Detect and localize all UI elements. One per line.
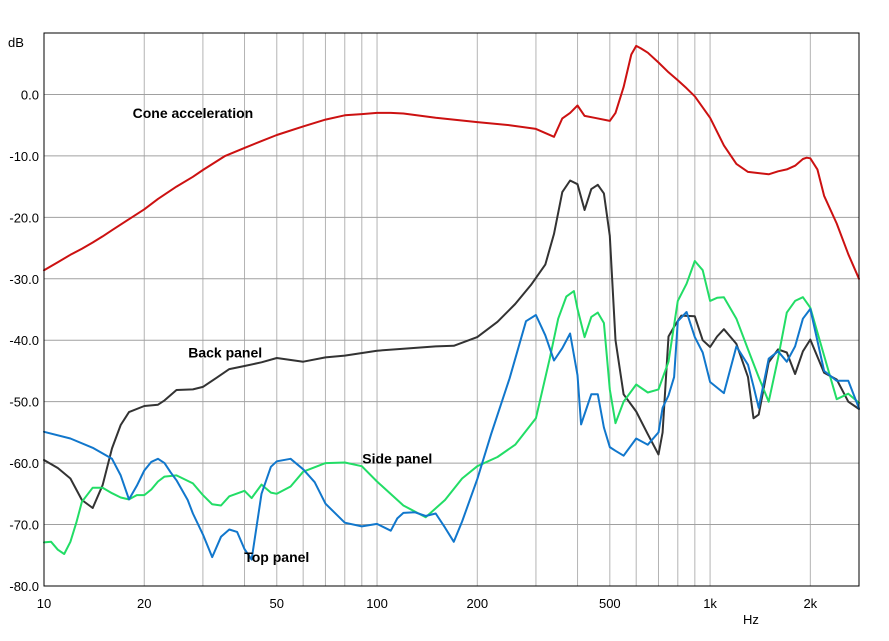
x-tick-label: 10 bbox=[37, 596, 51, 611]
x-tick-label: 1k bbox=[703, 596, 717, 611]
series-line-1 bbox=[43, 44, 860, 280]
series-line-2 bbox=[43, 179, 860, 509]
plot-frame bbox=[43, 32, 860, 587]
y-tick-label: -30.0 bbox=[9, 272, 39, 287]
x-tick-label: 20 bbox=[137, 596, 151, 611]
y-tick-label: -50.0 bbox=[9, 395, 39, 410]
series-layer bbox=[43, 44, 860, 561]
y-tick-label: 0.0 bbox=[21, 87, 39, 102]
y-tick-label: -60.0 bbox=[9, 456, 39, 471]
series-annotation: Side panel bbox=[362, 451, 432, 467]
y-tick-label: -80.0 bbox=[9, 579, 39, 594]
x-tick-label: 200 bbox=[466, 596, 488, 611]
y-tick-label: -20.0 bbox=[9, 210, 39, 225]
x-tick-label: 500 bbox=[599, 596, 621, 611]
y-tick-label: -40.0 bbox=[9, 333, 39, 348]
tick-labels: 0.0 -10.0 -20.0 -30.0 -40.0 -50.0 -60.0 -70.0 -8… bbox=[9, 87, 817, 611]
x-tick-label: 2k bbox=[803, 596, 817, 611]
series-annotation: Top panel bbox=[244, 549, 309, 565]
grid bbox=[44, 33, 859, 586]
x-axis-label: Hz bbox=[743, 612, 759, 627]
x-tick-label: 50 bbox=[270, 596, 284, 611]
series-annotation: Back panel bbox=[188, 344, 262, 360]
y-tick-label: -70.0 bbox=[9, 518, 39, 533]
y-tick-label: -10.0 bbox=[9, 149, 39, 164]
y-axis-label: dB bbox=[8, 35, 24, 50]
x-tick-label: 100 bbox=[366, 596, 388, 611]
series-line-4 bbox=[43, 307, 860, 561]
annotations: Cone acceleration Back panel Side panel Top… bbox=[133, 105, 433, 565]
series-line-3 bbox=[43, 260, 860, 555]
series-annotation: Cone acceleration bbox=[133, 105, 254, 121]
